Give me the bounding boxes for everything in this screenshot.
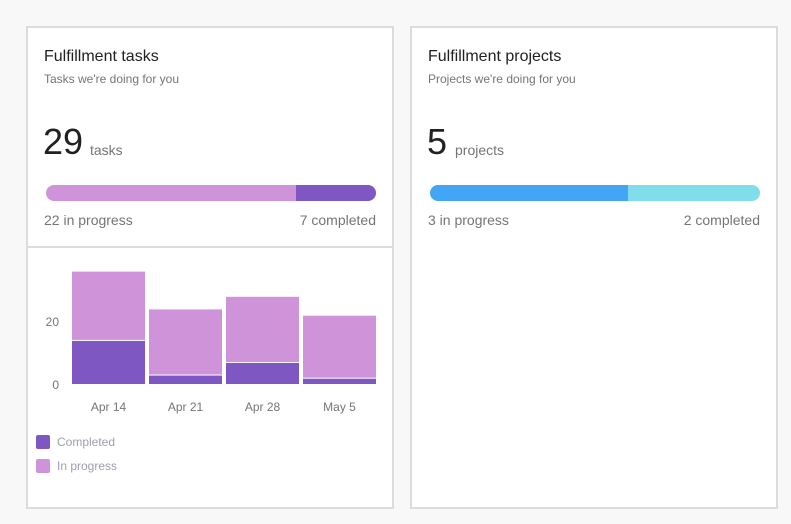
x-tick-label: Apr 14 [91, 400, 127, 414]
bar-segment-completed [226, 362, 299, 384]
tasks-completed-label: 7 completed [299, 212, 376, 228]
legend-in-progress[interactable]: In progress [36, 459, 117, 473]
tasks-card-title: Fulfillment tasks [44, 48, 159, 65]
legend-in-progress-label: In progress [57, 459, 118, 473]
tasks-in-progress-label: 22 in progress [44, 212, 133, 228]
bar-segment-in-progress [149, 309, 222, 375]
x-tick-label: Apr 28 [245, 400, 281, 414]
projects-in-progress-label: 3 in progress [428, 212, 509, 228]
projects-card-subtitle: Projects we're doing for you [428, 72, 576, 86]
projects-progress-completed [628, 185, 760, 201]
x-tick-label: Apr 21 [168, 400, 204, 414]
bar-segment-in-progress [72, 271, 145, 340]
tasks-progress-in-progress [46, 185, 297, 201]
projects-count: 5 [427, 121, 448, 162]
bar-segment-in-progress [226, 296, 299, 362]
tasks-unit: tasks [90, 142, 123, 158]
y-tick-label: 0 [52, 378, 59, 392]
projects-card-title: Fulfillment projects [428, 48, 562, 65]
x-tick-label: May 5 [323, 400, 356, 414]
legend-completed[interactable]: Completed [36, 435, 115, 449]
bar-segment-in-progress [303, 315, 376, 378]
bar-segment-completed [72, 340, 145, 384]
tasks-progress-bar [46, 185, 376, 201]
projects-completed-label: 2 completed [683, 212, 760, 228]
fulfillment-tasks-card: Fulfillment tasks Tasks we're doing for … [26, 26, 394, 509]
tasks-card-subtitle: Tasks we're doing for you [44, 72, 180, 86]
fulfillment-projects-card: Fulfillment projects Projects we're doin… [410, 26, 778, 509]
weekly-tasks-bar-chart: 0 20 Apr 14 Apr 21 Apr 28 May 5 [46, 271, 376, 414]
legend-swatch-in-progress [36, 459, 50, 473]
bar-segment-completed [303, 378, 376, 384]
tasks-progress-completed [296, 185, 376, 201]
bar-segment-completed [149, 375, 222, 384]
legend-swatch-completed [36, 435, 50, 449]
card-divider [28, 246, 392, 248]
projects-progress-bar [430, 185, 760, 201]
projects-unit: projects [455, 142, 505, 158]
projects-progress-in-progress [430, 185, 628, 201]
tasks-count: 29 [43, 121, 84, 162]
legend-completed-label: Completed [57, 435, 116, 449]
y-tick-label: 20 [46, 315, 60, 329]
